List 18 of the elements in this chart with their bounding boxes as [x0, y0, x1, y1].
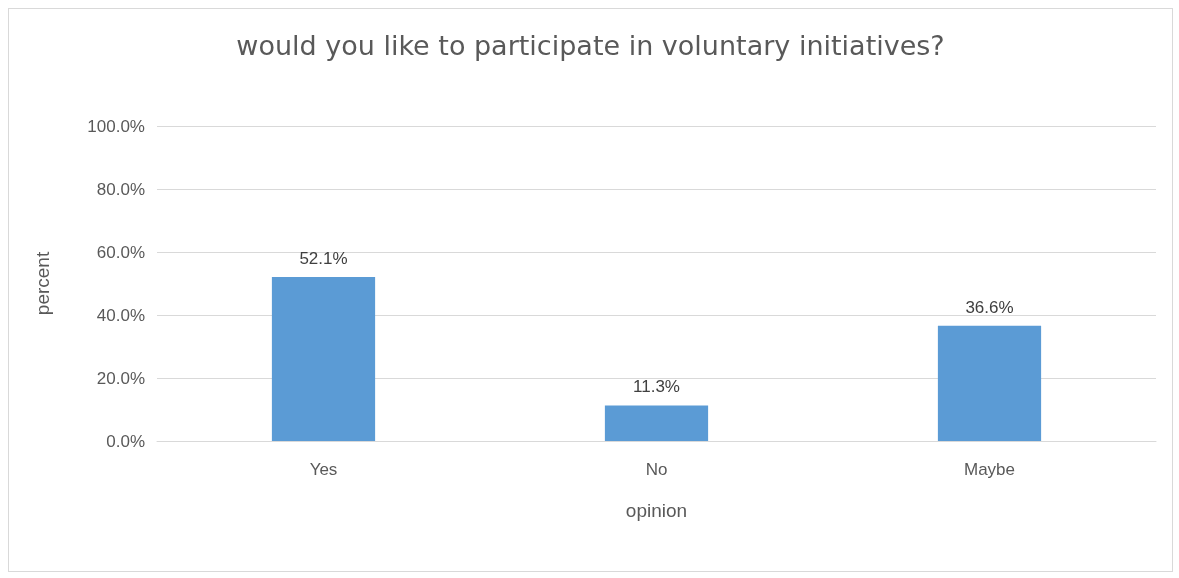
- x-axis-title: opinion: [625, 500, 688, 521]
- x-tick-label: Maybe: [963, 460, 1016, 479]
- data-label: 52.1%: [299, 248, 348, 268]
- data-label: 36.6%: [965, 297, 1014, 317]
- bar: [271, 276, 376, 441]
- y-tick-label: 0.0%: [106, 431, 145, 451]
- x-tick-label: Yes: [309, 460, 338, 479]
- y-tick-label: 20.0%: [96, 368, 145, 388]
- chart-title: would you like to participate in voluntary initiatives?: [236, 30, 945, 61]
- y-tick-label: 60.0%: [96, 242, 145, 262]
- y-tick-label: 40.0%: [96, 305, 145, 325]
- data-label: 11.3%: [633, 377, 680, 397]
- bar: [604, 405, 709, 441]
- y-axis-title: percent: [32, 251, 53, 316]
- x-tick-label: No: [645, 460, 668, 479]
- y-tick-label: 80.0%: [96, 179, 145, 199]
- y-tick-label: 100.0%: [87, 116, 145, 136]
- bar: [937, 325, 1042, 441]
